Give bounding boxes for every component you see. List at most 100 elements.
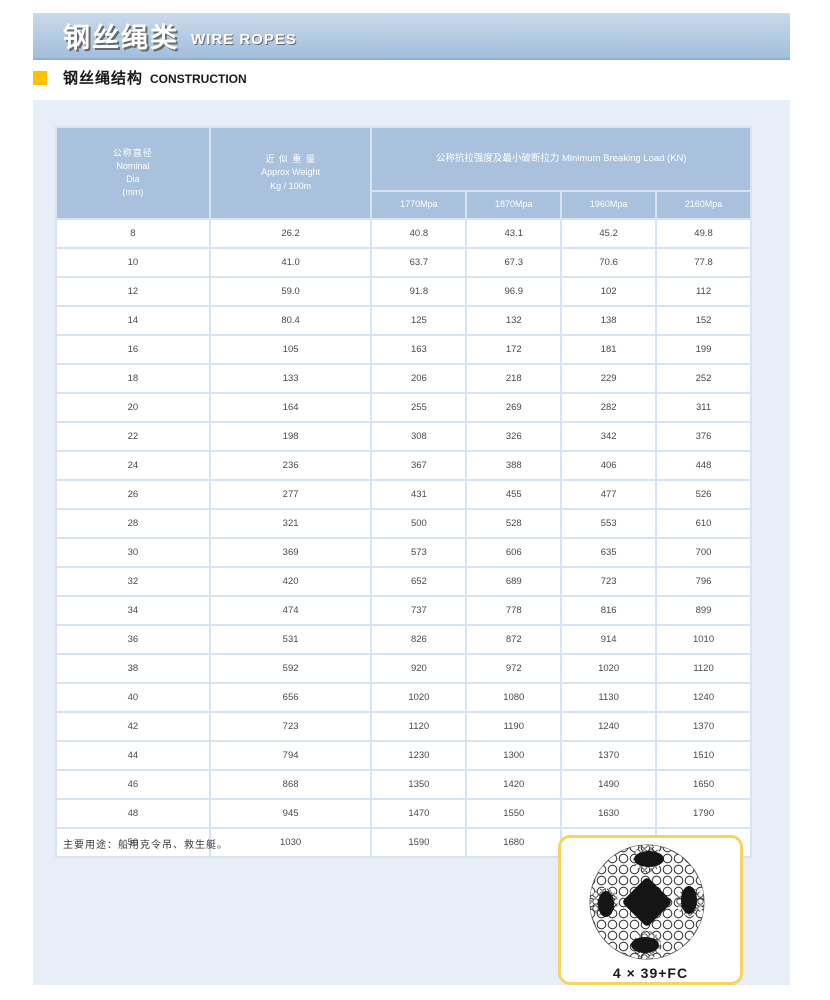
col-header-nominal-dia-en1: Nominal: [116, 160, 150, 171]
weight-cell: 321: [210, 510, 371, 537]
yellow-square-bullet-icon: [33, 70, 47, 85]
rope-construction-label: 4 × 39+FC: [612, 965, 689, 981]
table-row: 48 945 1470 1550 1630 1790: [57, 800, 750, 827]
breaking-load-cell: 431: [372, 481, 466, 508]
weight-cell: 236: [210, 452, 371, 479]
breaking-load-cell: 1630: [562, 800, 656, 827]
col-header-nominal-dia-en3: (mm): [122, 187, 144, 198]
breaking-load-cell: 70.6: [562, 249, 656, 276]
main-usage-note: 主要用途：船用克令吊、救生艇。: [63, 840, 228, 851]
breaking-load-cell: 40.8: [372, 220, 466, 247]
breaking-load-cell: 45.2: [562, 220, 656, 247]
breaking-load-cell: 376: [657, 423, 750, 450]
diameter-cell: 44: [57, 742, 209, 769]
table-row: 42 723 1120 1190 1240 1370: [57, 713, 750, 740]
breaking-load-cell: 406: [562, 452, 656, 479]
breaking-load-cell: 500: [372, 510, 466, 537]
col-header-breaking-load: 公称抗拉强度及最小破断拉力 Minimum Breaking Load (KN): [372, 128, 750, 190]
breaking-load-cell: 573: [372, 539, 466, 566]
weight-cell: 723: [210, 713, 371, 740]
breaking-load-cell: 1370: [562, 742, 656, 769]
weight-cell: 1030: [210, 829, 371, 856]
table-row: 24 236 367 388 406 448: [57, 452, 750, 479]
table-body: 8 26.2 40.8 43.1 45.2 49.8 10 41.0 63.7 67.3 70.6 7…: [57, 220, 750, 856]
diameter-cell: 18: [57, 365, 209, 392]
diameter-cell: 10: [57, 249, 209, 276]
diameter-cell: 28: [57, 510, 209, 537]
weight-cell: 277: [210, 481, 371, 508]
breaking-load-cell: 388: [467, 452, 561, 479]
diameter-cell: 16: [57, 336, 209, 363]
breaking-load-cell: 199: [657, 336, 750, 363]
breaking-load-cell: 448: [657, 452, 750, 479]
breaking-load-cell: 1120: [372, 713, 466, 740]
table-row: 12 59.0 91.8 96.9 102 112: [57, 278, 750, 305]
breaking-load-cell: 477: [562, 481, 656, 508]
weight-cell: 592: [210, 655, 371, 682]
breaking-load-cell: 914: [562, 626, 656, 653]
col-header-approx-weight: 近 似 重 量 Approx Weight Kg / 100m: [210, 128, 371, 218]
rope-cross-section-diagram: [589, 844, 704, 960]
diameter-cell: 22: [57, 423, 209, 450]
diameter-cell: 24: [57, 452, 209, 479]
breaking-load-cell: 920: [372, 655, 466, 682]
breaking-load-cell: 1020: [372, 684, 466, 711]
table-row: 40 656 1020 1080 1130 1240: [57, 684, 750, 711]
table-row: 18 133 206 218 229 252: [57, 365, 750, 392]
breaking-load-cell: 1130: [562, 684, 656, 711]
breaking-load-cell: 899: [657, 597, 750, 624]
table-row: 20 164 255 269 282 311: [57, 394, 750, 421]
breaking-load-cell: 326: [467, 423, 561, 450]
breaking-load-cell: 1510: [657, 742, 750, 769]
breaking-load-cell: 43.1: [467, 220, 561, 247]
breaking-load-cell: 1240: [562, 713, 656, 740]
diameter-cell: 12: [57, 278, 209, 305]
breaking-load-cell: 163: [372, 336, 466, 363]
col-header-grade-1960: 1960Mpa: [562, 192, 656, 218]
breaking-load-cell: 229: [562, 365, 656, 392]
breaking-load-cell: 1490: [562, 771, 656, 798]
breaking-load-cell: 1550: [467, 800, 561, 827]
table-row: 16 105 163 172 181 199: [57, 336, 750, 363]
breaking-load-cell: 700: [657, 539, 750, 566]
diameter-cell: 26: [57, 481, 209, 508]
breaking-load-cell: 610: [657, 510, 750, 537]
col-header-approx-weight-en2: Kg / 100m: [270, 180, 312, 191]
section-heading: 钢丝绳结构 CONSTRUCTION: [33, 67, 247, 88]
table-row: 22 198 308 326 342 376: [57, 423, 750, 450]
weight-cell: 945: [210, 800, 371, 827]
diameter-cell: 36: [57, 626, 209, 653]
col-header-grade-1870: 1870Mpa: [467, 192, 561, 218]
breaking-load-cell: 49.8: [657, 220, 750, 247]
breaking-load-cell: 112: [657, 278, 750, 305]
diameter-cell: 40: [57, 684, 209, 711]
breaking-load-cell: 218: [467, 365, 561, 392]
breaking-load-cell: 308: [372, 423, 466, 450]
breaking-load-cell: 1420: [467, 771, 561, 798]
table-row: 30 369 573 606 635 700: [57, 539, 750, 566]
breaking-load-cell: 77.8: [657, 249, 750, 276]
breaking-load-cell: 206: [372, 365, 466, 392]
col-header-nominal-dia-en2: Dia: [126, 174, 140, 184]
breaking-load-cell: 1590: [372, 829, 466, 856]
table-row: 44 794 1230 1300 1370 1510: [57, 742, 750, 769]
col-header-grade-1770: 1770Mpa: [372, 192, 466, 218]
breaking-load-cell: 553: [562, 510, 656, 537]
diameter-cell: 32: [57, 568, 209, 595]
col-header-nominal-dia-cn: 公称直径: [112, 147, 153, 158]
page-title-bar: 钢丝绳类 WIRE ROPES: [33, 13, 790, 60]
breaking-load-cell: 606: [467, 539, 561, 566]
weight-cell: 474: [210, 597, 371, 624]
breaking-load-cell: 635: [562, 539, 656, 566]
breaking-load-cell: 1020: [562, 655, 656, 682]
breaking-load-cell: 1300: [467, 742, 561, 769]
breaking-load-cell: 252: [657, 365, 750, 392]
table-row: 28 321 500 528 553 610: [57, 510, 750, 537]
breaking-load-cell: 152: [657, 307, 750, 334]
breaking-load-cell: 269: [467, 394, 561, 421]
table-row: 46 868 1350 1420 1490 1650: [57, 771, 750, 798]
breaking-load-cell: 1650: [657, 771, 750, 798]
section-title-chinese: 钢丝绳结构: [63, 70, 144, 87]
breaking-load-cell: 1790: [657, 800, 750, 827]
breaking-load-cell: 342: [562, 423, 656, 450]
